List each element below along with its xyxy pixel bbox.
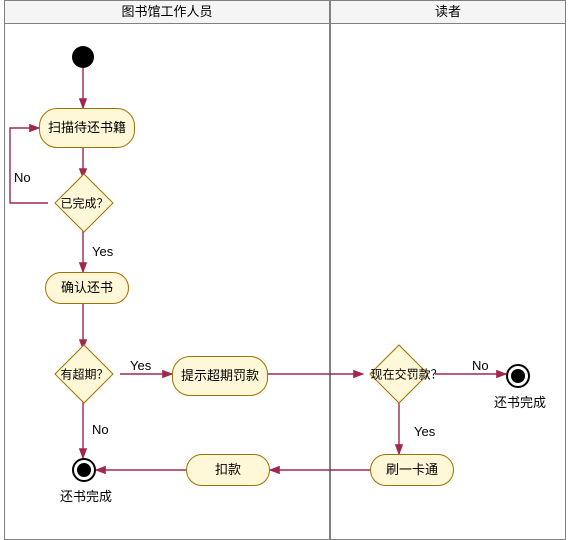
edge-label-overdue_q-penalty: Yes <box>130 358 151 373</box>
swimlane-header-lane-staff: 图书馆工作人员 <box>4 0 330 24</box>
edge-label-done_q-scan: No <box>14 170 31 185</box>
activity-penalty: 提示超期罚款 <box>172 356 268 396</box>
end-node-end_right <box>506 364 530 388</box>
start-node <box>72 46 94 68</box>
edge-label-paynow_q-end_right: No <box>472 358 489 373</box>
swimlane-header-lane-reader: 读者 <box>330 0 566 24</box>
end-label-end_right: 还书完成 <box>488 392 552 411</box>
activity-confirm: 确认还书 <box>45 272 129 304</box>
end-label-end_left: 还书完成 <box>54 486 118 505</box>
flowchart-canvas: 图书馆工作人员读者 No Yes Yes No No Yes 扫描待还书籍已完成？ 确认还书有超… <box>0 0 570 540</box>
edge-label-overdue_q-end_left: No <box>92 422 109 437</box>
edge-label-paynow_q-swipe: Yes <box>414 424 435 439</box>
decision-label-done_q: 已完成？ <box>56 196 114 210</box>
activity-swipe: 刷一卡通 <box>370 454 454 486</box>
activity-deduct: 扣款 <box>186 454 270 486</box>
end-node-end_left <box>72 458 96 482</box>
activity-scan: 扫描待还书籍 <box>39 108 135 148</box>
edge-label-done_q-confirm: Yes <box>92 244 113 259</box>
decision-label-overdue_q: 有超期？ <box>56 367 114 381</box>
decision-label-paynow_q: 现在交罚款？ <box>371 367 429 381</box>
